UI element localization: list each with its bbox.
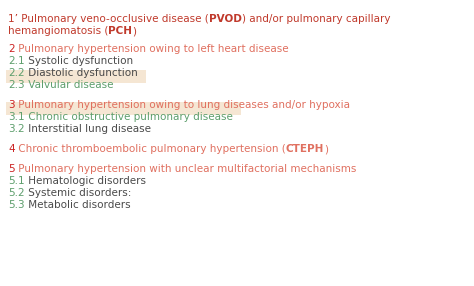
Text: PCH: PCH	[109, 26, 132, 36]
Text: Pulmonary hypertension owing to left heart disease: Pulmonary hypertension owing to left hea…	[15, 44, 288, 54]
Text: Systemic disorders:: Systemic disorders:	[25, 188, 131, 198]
Text: 2.3: 2.3	[8, 80, 25, 90]
Text: 3.2: 3.2	[8, 124, 25, 134]
Text: 5: 5	[8, 164, 15, 174]
Text: 5.1: 5.1	[8, 176, 25, 186]
Text: Chronic thromboembolic pulmonary hypertension (: Chronic thromboembolic pulmonary hyperte…	[15, 144, 285, 154]
Text: CTEPH: CTEPH	[285, 144, 324, 154]
Text: Diastolic dysfunction: Diastolic dysfunction	[25, 68, 137, 78]
Text: 2: 2	[8, 44, 15, 54]
Text: 1’ Pulmonary veno-occlusive disease (: 1’ Pulmonary veno-occlusive disease (	[8, 14, 209, 24]
Text: 3.1: 3.1	[8, 112, 25, 122]
Text: ) and/or pulmonary capillary: ) and/or pulmonary capillary	[242, 14, 390, 24]
Text: Chronic obstructive pulmonary disease: Chronic obstructive pulmonary disease	[25, 112, 233, 122]
Bar	[6, 102, 241, 115]
Text: 5.2: 5.2	[8, 188, 25, 198]
Text: Pulmonary hypertension owing to lung diseases and/or hypoxia: Pulmonary hypertension owing to lung dis…	[15, 100, 350, 110]
Text: Systolic dysfunction: Systolic dysfunction	[25, 56, 133, 66]
Text: ): )	[132, 26, 137, 36]
Text: Interstitial lung disease: Interstitial lung disease	[25, 124, 151, 134]
Text: 2.1: 2.1	[8, 56, 25, 66]
Text: 2.2: 2.2	[8, 68, 25, 78]
Bar	[6, 70, 146, 83]
Text: Hematologic disorders: Hematologic disorders	[25, 176, 146, 186]
Text: PVOD: PVOD	[209, 14, 242, 24]
Text: 3: 3	[8, 100, 15, 110]
Text: Metabolic disorders: Metabolic disorders	[25, 200, 130, 210]
Text: 5.3: 5.3	[8, 200, 25, 210]
Text: 4: 4	[8, 144, 15, 154]
Text: Valvular disease: Valvular disease	[25, 80, 113, 90]
Text: ): )	[324, 144, 328, 154]
Text: hemangiomatosis (: hemangiomatosis (	[8, 26, 109, 36]
Text: Pulmonary hypertension with unclear multifactorial mechanisms: Pulmonary hypertension with unclear mult…	[15, 164, 356, 174]
